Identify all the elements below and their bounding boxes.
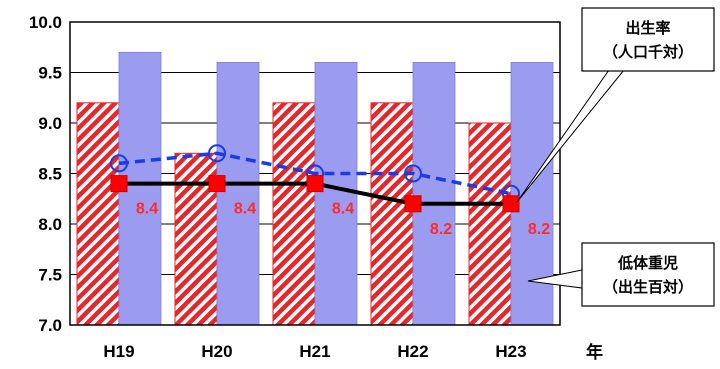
y-tick-label-6: 10.0 [29, 13, 62, 32]
birth-rate-marker-H20 [208, 144, 226, 163]
birth-rate-callout-line2: （人口千対） [603, 43, 693, 61]
data-label-H23: 8.2 [528, 221, 550, 238]
bar-series1-H19 [76, 102, 120, 326]
x-tick-label-H22: H22 [397, 342, 428, 361]
y-axis-ticks: 7.0 7.5 8.0 8.5 9.0 9.5 10.0 [29, 13, 62, 335]
plot-area-frame [69, 21, 561, 326]
low-birth-weight-callout-box [581, 242, 715, 307]
bar-series1-H22 [370, 102, 414, 326]
x-tick-label-H23: H23 [495, 342, 526, 361]
y-tick-label-4: 9.0 [38, 114, 62, 133]
data-label-H21: 8.4 [332, 201, 354, 218]
birth-rate-marker-H19 [110, 154, 128, 173]
data-label-H19: 8.4 [136, 201, 158, 218]
low-birth-weight-marker-H23 [502, 195, 520, 213]
data-label-H22: 8.2 [430, 221, 452, 238]
data-labels: 8.4 8.4 8.4 8.2 8.2 [136, 201, 550, 238]
bars [76, 51, 554, 326]
bar-series1-H21 [272, 102, 316, 326]
x-tick-label-H21: H21 [299, 342, 330, 361]
low-birth-weight-marker-H20 [208, 175, 226, 193]
y-tick-label-2: 8.0 [38, 215, 62, 234]
birth-rate-line [118, 151, 512, 196]
low-birth-weight-marker-H21 [306, 175, 324, 193]
bar-series2-H22 [412, 62, 456, 326]
low-birth-weight-callout-line1: 低体重児 [617, 254, 678, 272]
bar-series2-H20 [216, 62, 260, 326]
bar-series2-H21 [314, 62, 358, 326]
low-birth-weight-callout-line2: （出生百対） [603, 278, 693, 296]
low-birth-weight-marker-H19 [110, 175, 128, 193]
y-tick-label-3: 8.5 [38, 165, 62, 184]
y-tick-label-5: 9.5 [38, 64, 62, 83]
data-label-H20: 8.4 [234, 201, 256, 218]
x-axis-ticks: H19 H20 H21 H22 H23 [103, 342, 526, 361]
bar-series1-H23 [468, 122, 512, 326]
y-tick-label-0: 7.0 [38, 316, 62, 335]
y-tick-label-1: 7.5 [38, 266, 62, 285]
x-tick-label-H20: H20 [201, 342, 232, 361]
bar-series2-H23 [510, 62, 554, 326]
birth-rate-marker-H22 [404, 164, 422, 183]
x-axis-unit-label: 年 [586, 342, 603, 363]
birth-rate-callout-box [581, 7, 715, 72]
x-tick-label-H19: H19 [103, 342, 134, 361]
birth-rate-callout-line1: 出生率 [625, 19, 670, 37]
low-birth-weight-marker-H22 [404, 195, 422, 213]
lines [110, 144, 520, 213]
